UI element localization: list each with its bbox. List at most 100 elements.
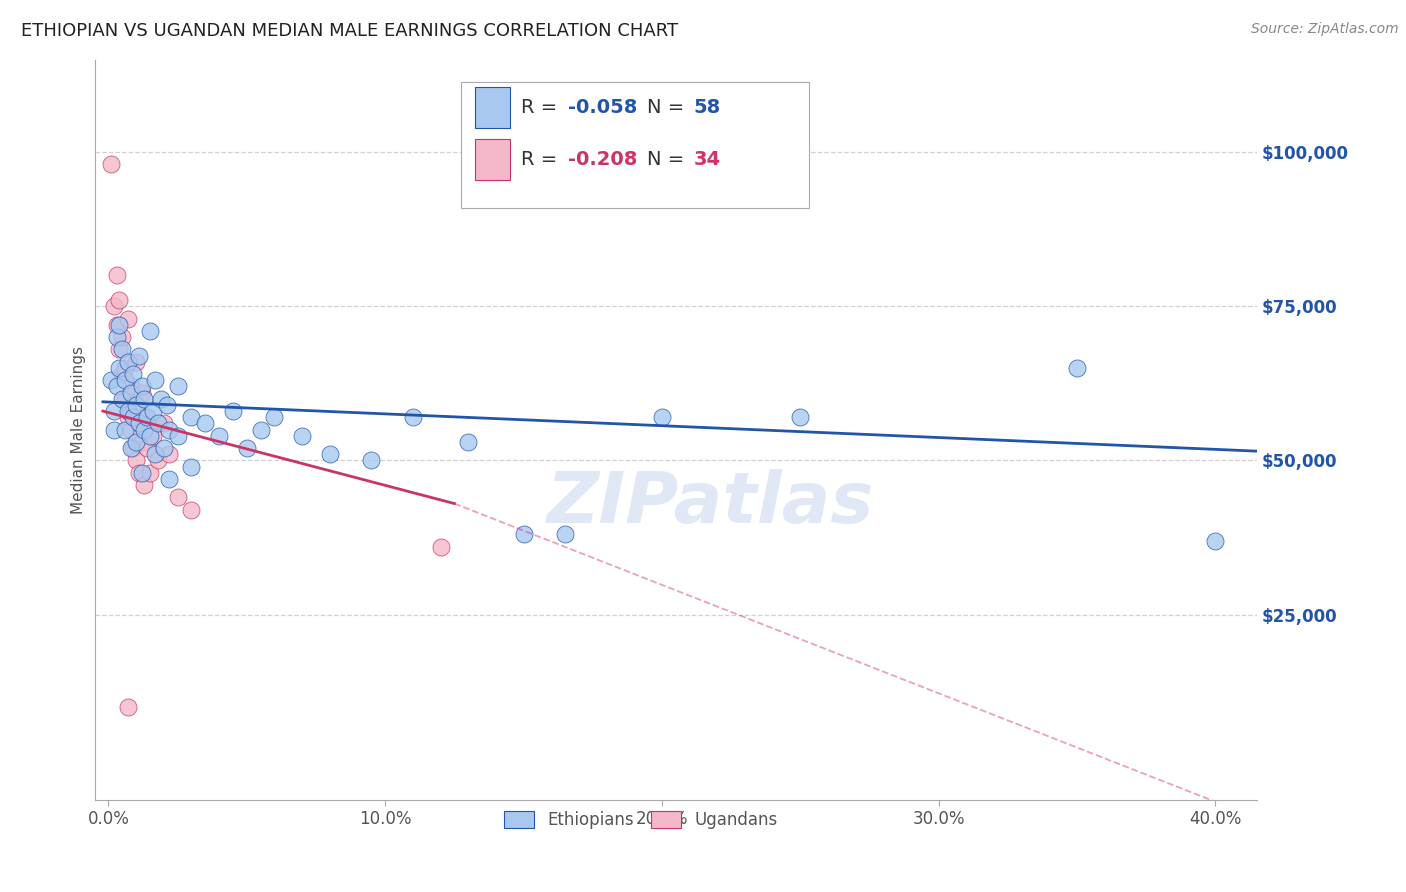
Point (152, 441, 174, 455)
Point (120, 385, 142, 400)
Text: ZIPatlas: ZIPatlas (547, 469, 875, 538)
Point (117, 404, 139, 418)
Point (180, 459, 202, 474)
Point (111, 367, 134, 381)
Point (180, 502, 202, 516)
Point (128, 417, 150, 431)
Text: 34: 34 (693, 150, 720, 169)
Point (157, 472, 180, 486)
Point (103, 423, 125, 437)
Point (111, 330, 134, 344)
Point (100, 373, 122, 387)
Point (117, 700, 139, 714)
Point (117, 311, 139, 326)
Point (131, 379, 153, 393)
Text: Source: ZipAtlas.com: Source: ZipAtlas.com (1251, 22, 1399, 37)
Point (105, 318, 128, 332)
Text: ETHIOPIAN VS UGANDAN MEDIAN MALE EARNINGS CORRELATION CHART: ETHIOPIAN VS UGANDAN MEDIAN MALE EARNING… (21, 22, 678, 40)
Point (166, 428, 188, 442)
Point (249, 423, 271, 437)
Point (152, 417, 174, 431)
Point (402, 410, 425, 425)
Y-axis label: Median Male Earnings: Median Male Earnings (72, 345, 86, 514)
Point (157, 447, 180, 461)
Point (155, 398, 177, 412)
Point (208, 428, 231, 442)
Point (651, 410, 673, 425)
FancyBboxPatch shape (461, 82, 810, 208)
Point (157, 423, 180, 437)
Point (111, 392, 134, 406)
Point (150, 392, 173, 406)
Point (291, 428, 314, 442)
Point (145, 447, 167, 461)
Point (122, 441, 145, 455)
Point (114, 373, 136, 387)
Point (1066, 360, 1088, 375)
Point (128, 349, 150, 363)
Point (128, 417, 150, 431)
Point (105, 268, 128, 283)
Point (134, 478, 156, 492)
Point (263, 410, 285, 425)
Point (108, 343, 131, 357)
Point (120, 423, 142, 437)
Point (128, 466, 150, 480)
Point (139, 428, 162, 442)
Point (134, 410, 156, 425)
Point (125, 453, 148, 467)
Point (136, 441, 159, 455)
Point (512, 527, 534, 541)
Point (114, 392, 136, 406)
Point (1204, 533, 1226, 548)
Point (131, 434, 153, 449)
Point (125, 398, 148, 412)
Point (139, 324, 162, 338)
Text: R =: R = (522, 150, 564, 169)
Point (105, 379, 128, 393)
Point (554, 527, 576, 541)
Point (125, 434, 148, 449)
Text: N =: N = (647, 98, 690, 117)
Point (117, 410, 139, 425)
Point (145, 373, 167, 387)
Point (103, 299, 125, 313)
Point (108, 293, 131, 307)
Point (142, 428, 165, 442)
Point (139, 466, 162, 480)
Point (319, 447, 342, 461)
Point (122, 398, 145, 412)
Point (105, 330, 128, 344)
Point (131, 385, 153, 400)
Text: R =: R = (522, 98, 564, 117)
Point (236, 441, 259, 455)
Point (457, 434, 479, 449)
Legend: Ethiopians, Ugandans: Ethiopians, Ugandans (498, 804, 785, 836)
Point (114, 423, 136, 437)
Point (120, 379, 142, 393)
Point (134, 423, 156, 437)
Point (111, 343, 134, 357)
Point (122, 367, 145, 381)
Point (125, 355, 148, 369)
Point (360, 453, 382, 467)
Point (108, 318, 131, 332)
Point (142, 404, 165, 418)
Point (136, 410, 159, 425)
FancyBboxPatch shape (475, 139, 509, 180)
Point (166, 491, 188, 505)
Point (100, 157, 122, 171)
Point (180, 410, 202, 425)
Point (194, 417, 217, 431)
Point (122, 410, 145, 425)
Point (120, 441, 142, 455)
Point (222, 404, 245, 418)
Point (429, 540, 451, 554)
Point (148, 453, 170, 467)
Point (114, 360, 136, 375)
Point (148, 417, 170, 431)
Text: -0.058: -0.058 (568, 98, 637, 117)
Text: -0.208: -0.208 (568, 150, 637, 169)
Point (131, 466, 153, 480)
Point (117, 355, 139, 369)
